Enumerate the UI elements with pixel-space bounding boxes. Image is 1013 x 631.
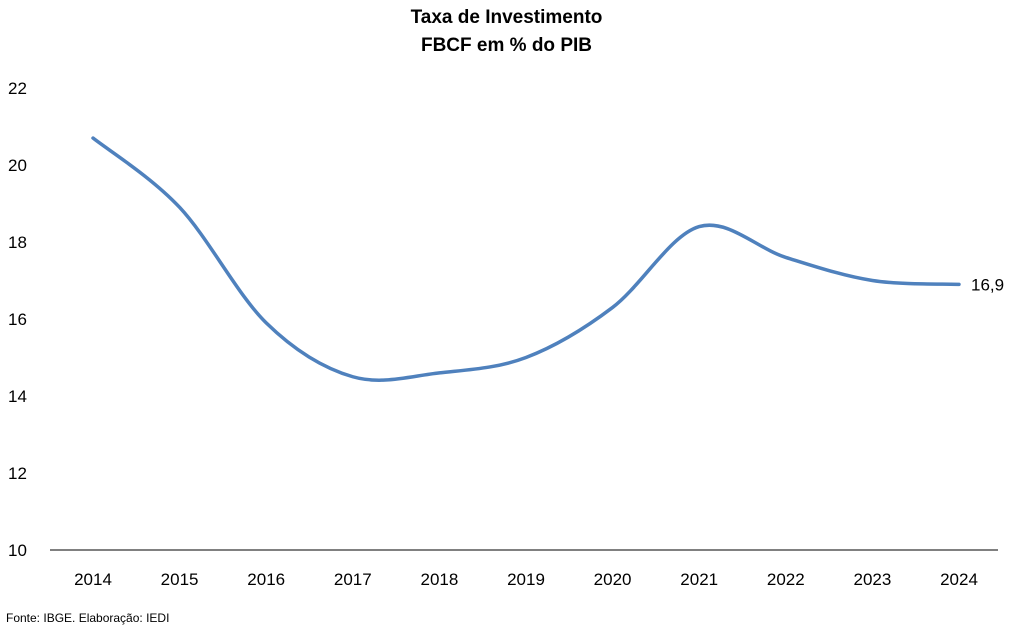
y-tick-label: 16 [8,310,27,329]
y-tick-label: 10 [8,541,27,560]
chart-subtitle: FBCF em % do PIB [420,35,592,56]
x-tick-label: 2021 [680,570,718,589]
x-axis: 2014 2015 2016 2017 2018 2019 2020 2021 2022 2023… [74,570,978,589]
chart-title: Taxa de Investimento [410,7,603,28]
data-points [91,136,961,379]
x-tick-label: 2015 [161,570,199,589]
x-tick-label: 2014 [74,570,112,589]
y-tick-label: 22 [8,79,27,98]
x-tick-label: 2017 [334,570,372,589]
y-tick-label: 18 [8,233,27,252]
y-axis: 10 12 14 16 18 20 22 [8,79,27,560]
x-tick-label: 2022 [767,570,805,589]
x-tick-label: 2023 [853,570,891,589]
y-tick-label: 12 [8,464,27,483]
data-label: 16,9 [971,275,1004,294]
series-line [91,136,961,382]
y-tick-label: 14 [8,387,27,406]
x-tick-label: 2018 [420,570,458,589]
y-tick-label: 20 [8,156,27,175]
x-tick-label: 2019 [507,570,545,589]
x-tick-label: 2020 [594,570,632,589]
x-tick-label: 2024 [940,570,978,589]
source-note: Fonte: IBGE. Elaboração: IEDI [6,611,170,625]
x-tick-label: 2016 [247,570,285,589]
